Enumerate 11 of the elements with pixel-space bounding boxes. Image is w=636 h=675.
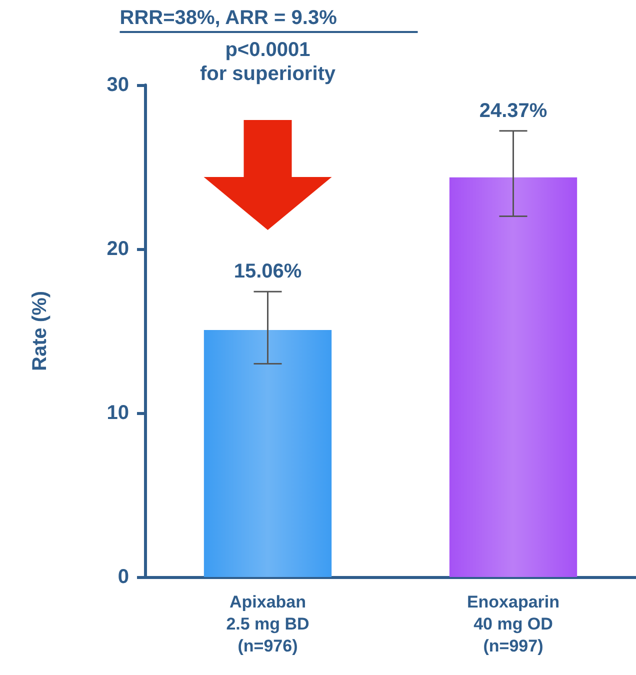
y-axis-title: Rate (%) [29, 290, 51, 372]
y-tick-label: 30 [106, 74, 129, 96]
text: p<0.0001 for superiority [200, 39, 336, 85]
data-label: 24.37% [479, 100, 548, 122]
text: RRR=38%, ARR = 9.3% [120, 7, 338, 29]
y-tick-label: 20 [106, 238, 129, 260]
y-tick-label: 0 [118, 566, 129, 588]
x-tick-label: Apixaban 2.5 mg BD (n=976) [226, 592, 310, 656]
data-label: 15.06% [234, 260, 302, 283]
y-tick-label: 10 [106, 402, 129, 424]
x-tick-label: Enoxaparin 40 mg OD (n=997) [466, 592, 560, 656]
